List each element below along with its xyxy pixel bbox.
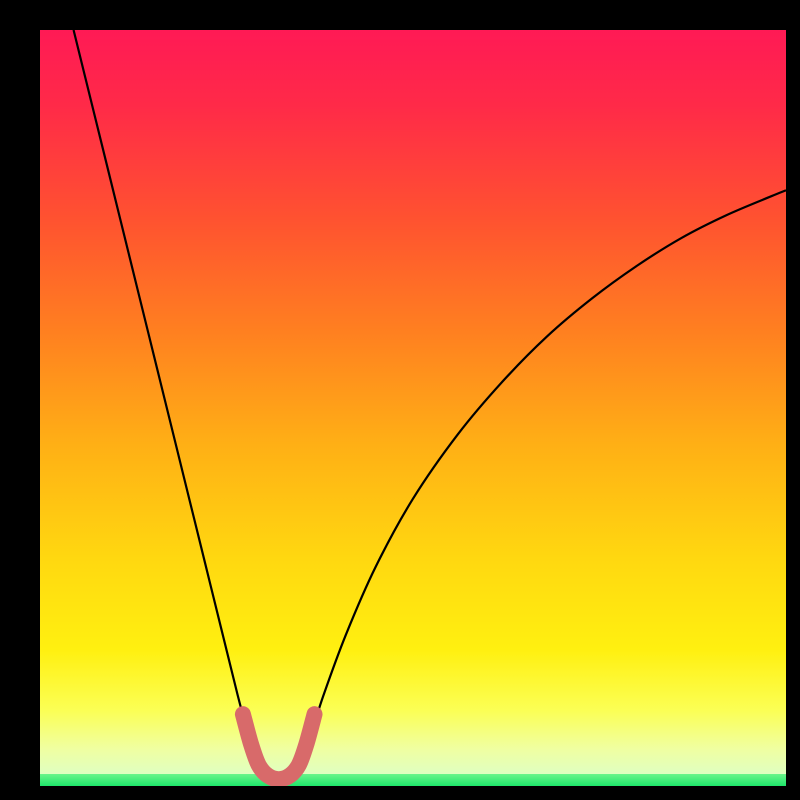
highlight-u-segment	[243, 714, 315, 779]
bottleneck-curve	[74, 30, 786, 781]
frame-right	[786, 0, 800, 800]
frame-bottom	[0, 786, 800, 800]
frame-top	[0, 0, 800, 30]
curve-overlay	[40, 30, 786, 786]
stage: TheBottleneck.com	[0, 0, 800, 800]
plot-area	[40, 30, 786, 786]
frame-left	[0, 0, 40, 800]
